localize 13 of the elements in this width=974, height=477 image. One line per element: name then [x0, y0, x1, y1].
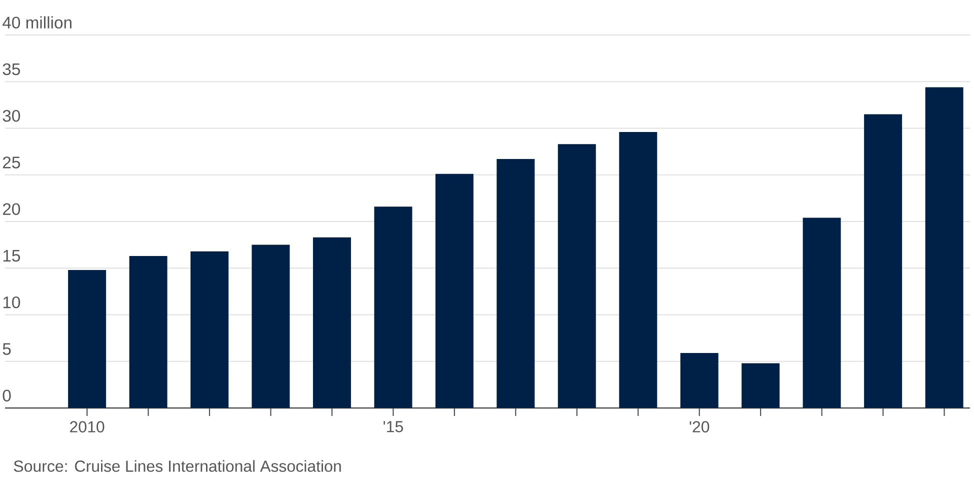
y-tick-label: 15: [3, 250, 20, 262]
y-tick-label: 10: [3, 296, 20, 308]
y-tick-label: 20: [3, 203, 20, 216]
y-tick-label: 0: [2, 390, 11, 402]
x-tick-label: '20: [690, 421, 710, 432]
y-tick-label: 40 million: [2, 16, 72, 29]
source-note: Source: Cruise Lines International Association: [14, 460, 341, 472]
x-tick-label: 2010: [70, 421, 104, 432]
y-tick-label: 25: [3, 156, 20, 168]
y-tick-label: 30: [2, 110, 20, 122]
x-tick-label: '15: [384, 421, 403, 432]
y-tick-label: 5: [2, 343, 11, 355]
y-tick-label: 35: [2, 63, 20, 76]
